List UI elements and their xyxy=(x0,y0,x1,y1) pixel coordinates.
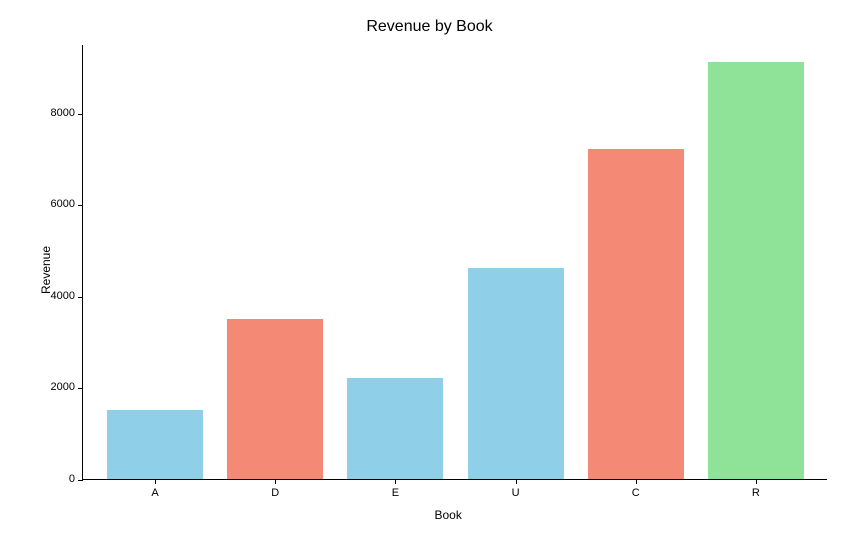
xtick-label: E xyxy=(392,479,399,499)
plot-area: 02000400060008000ADEUCR xyxy=(82,45,827,480)
bar xyxy=(107,410,203,479)
chart-title: Revenue by Book xyxy=(0,18,859,36)
xtick-label: A xyxy=(151,479,158,499)
ytick-label: 6000 xyxy=(51,198,83,210)
bar xyxy=(227,319,323,479)
ytick-label: 2000 xyxy=(51,381,83,393)
ytick-label: 8000 xyxy=(51,107,83,119)
ytick-label: 4000 xyxy=(51,290,83,302)
chart-container: Revenue by Book 02000400060008000ADEUCR … xyxy=(0,0,859,547)
xtick-label: R xyxy=(752,479,760,499)
bar xyxy=(588,149,684,479)
y-axis-label: Revenue xyxy=(39,245,53,293)
ytick-label: 0 xyxy=(69,473,83,485)
bar xyxy=(468,268,564,479)
xtick-label: C xyxy=(632,479,640,499)
x-axis-label: Book xyxy=(435,508,462,522)
bar xyxy=(347,378,443,479)
xtick-label: D xyxy=(271,479,279,499)
xtick-label: U xyxy=(512,479,520,499)
bar xyxy=(708,62,804,479)
